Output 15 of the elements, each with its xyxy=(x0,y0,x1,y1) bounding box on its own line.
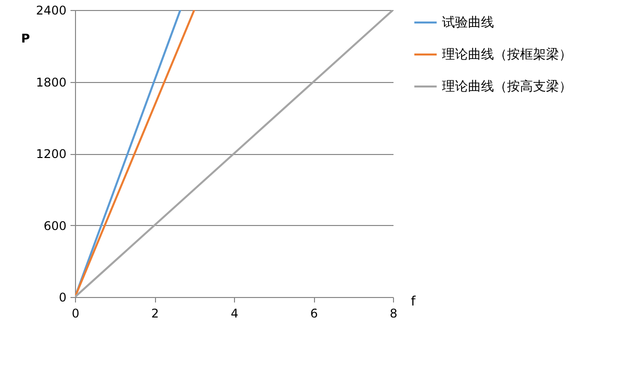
legend-label: 试验曲线 xyxy=(442,16,494,30)
y-tick-label: 2400 xyxy=(36,4,66,18)
x-tick-label: 8 xyxy=(390,306,398,320)
y-tick-label: 1800 xyxy=(36,75,66,90)
x-tick-label: 6 xyxy=(310,306,318,320)
x-axis-title: f xyxy=(410,294,416,310)
x-tick-label: 2 xyxy=(151,306,159,320)
y-tick-label: 1200 xyxy=(36,147,66,161)
y-tick-label: 600 xyxy=(44,218,66,233)
y-axis-title: P xyxy=(21,32,30,46)
y-tick-label: 0 xyxy=(58,290,66,304)
x-tick-label: 4 xyxy=(230,306,238,320)
legend-label: 理论曲线（按高支梁） xyxy=(442,78,572,94)
legend-label: 理论曲线（按框架梁） xyxy=(442,46,572,62)
x-tick-label: 0 xyxy=(72,306,80,320)
